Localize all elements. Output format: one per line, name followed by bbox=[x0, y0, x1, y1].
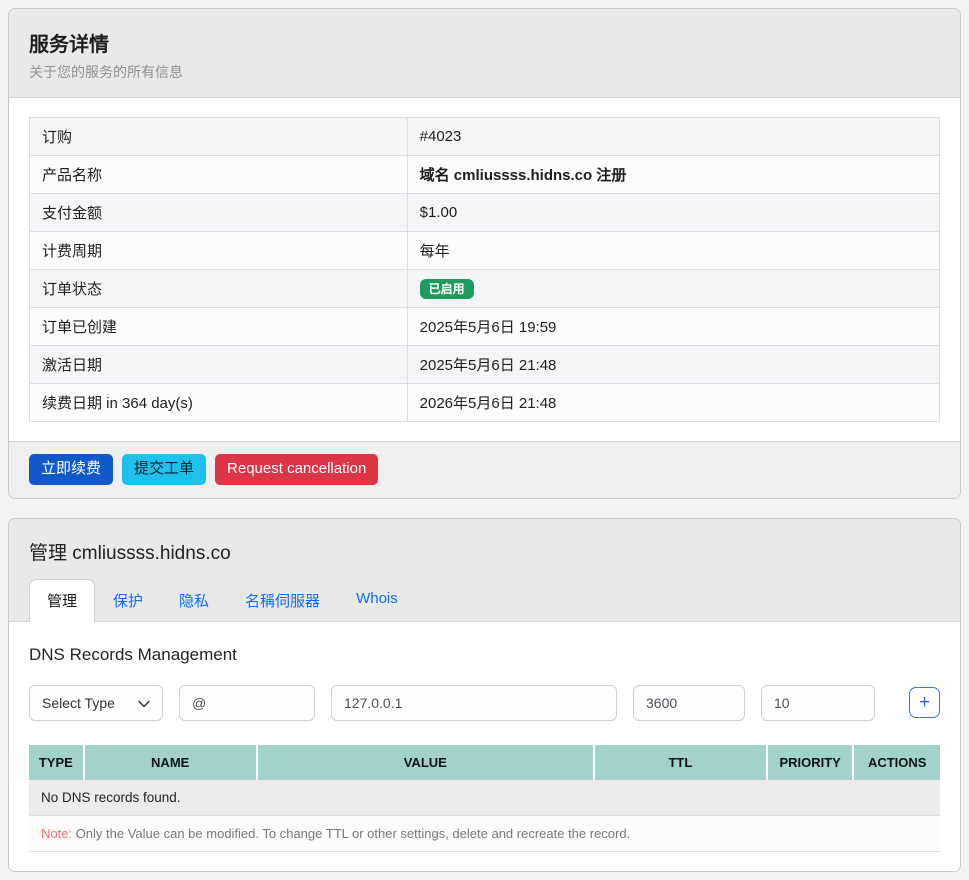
column-header-name: NAME bbox=[83, 744, 258, 780]
add-record-button[interactable]: + bbox=[909, 687, 940, 719]
dns-records-table: TYPE NAME VALUE TTL PRIORITY ACTIONS No … bbox=[29, 744, 940, 852]
note-text: Only the Value can be modified. To chang… bbox=[72, 825, 631, 841]
row-value: #4023 bbox=[406, 117, 941, 156]
table-row: 订购 #4023 bbox=[29, 117, 941, 156]
domain-management-header: 管理 cmliussss.hidns.co 管理 保护 隐私 名稱伺服器 Who… bbox=[9, 518, 960, 622]
row-value: 2025年5月6日 21:48 bbox=[406, 345, 941, 384]
row-value: 每年 bbox=[406, 231, 941, 270]
column-header-type: TYPE bbox=[29, 744, 85, 780]
record-value-input[interactable] bbox=[331, 684, 617, 721]
submit-ticket-button[interactable]: 提交工单 bbox=[122, 454, 207, 485]
row-value: 2026年5月6日 21:48 bbox=[406, 383, 941, 422]
record-name-input[interactable] bbox=[179, 684, 315, 721]
manage-domain-title: 管理 cmliussss.hidns.co bbox=[29, 542, 231, 564]
row-value: $1.00 bbox=[406, 193, 941, 232]
dns-record-form: Select Type + bbox=[29, 684, 940, 721]
column-header-actions: ACTIONS bbox=[853, 744, 940, 780]
table-row: 产品名称 域名 cmliussss.hidns.co 注册 bbox=[29, 155, 941, 194]
service-details-table: 订购 #4023 产品名称 域名 cmliussss.hidns.co 注册 支… bbox=[29, 117, 941, 422]
record-ttl-input[interactable] bbox=[633, 684, 745, 721]
row-label: 订购 bbox=[29, 117, 408, 156]
domain-management-card: 管理 cmliussss.hidns.co 管理 保护 隐私 名稱伺服器 Who… bbox=[8, 517, 961, 872]
table-row: 支付金额 $1.00 bbox=[29, 193, 941, 232]
dns-note: Note: Only the Value can be modified. To… bbox=[29, 815, 940, 852]
row-label: 订单已创建 bbox=[29, 307, 408, 346]
row-label: 订单状态 bbox=[29, 269, 408, 308]
row-label: 产品名称 bbox=[29, 155, 408, 194]
column-header-ttl: TTL bbox=[593, 744, 768, 780]
domain-tabs: 管理 保护 隐私 名稱伺服器 Whois bbox=[29, 578, 940, 622]
column-header-priority: PRIORITY bbox=[766, 744, 855, 780]
page-title: 服务详情 bbox=[29, 34, 109, 56]
tab-privacy[interactable]: 隐私 bbox=[179, 592, 210, 610]
dns-section-title: DNS Records Management bbox=[29, 644, 237, 664]
domain-management-body: DNS Records Management Select Type + TYP… bbox=[9, 621, 960, 871]
row-label: 支付金额 bbox=[29, 193, 408, 232]
note-label: Note: bbox=[41, 825, 73, 841]
status-badge: 已启用 bbox=[419, 278, 474, 299]
table-row: 计费周期 每年 bbox=[29, 231, 941, 270]
record-type-selected-value: Select Type bbox=[42, 694, 115, 711]
table-row: 订单状态 已启用 bbox=[29, 269, 941, 308]
table-row: 订单已创建 2025年5月6日 19:59 bbox=[29, 307, 941, 346]
chevron-down-icon bbox=[138, 695, 150, 711]
column-header-value: VALUE bbox=[256, 744, 595, 780]
service-actions-footer: 立即续费 提交工单 Request cancellation bbox=[9, 441, 960, 498]
service-details-card: 服务详情 关于您的服务的所有信息 订购 #4023 产品名称 域名 cmlius… bbox=[8, 8, 961, 499]
row-value: 域名 cmliussss.hidns.co 注册 bbox=[406, 155, 941, 194]
table-row: 激活日期 2025年5月6日 21:48 bbox=[29, 345, 941, 384]
tab-nameservers[interactable]: 名稱伺服器 bbox=[245, 592, 321, 610]
renew-now-button[interactable]: 立即续费 bbox=[29, 454, 114, 485]
tab-protection[interactable]: 保护 bbox=[113, 592, 144, 610]
tab-whois[interactable]: Whois bbox=[356, 589, 398, 607]
no-records-message: No DNS records found. bbox=[29, 779, 940, 816]
table-row: 续费日期 in 364 day(s) 2026年5月6日 21:48 bbox=[29, 383, 941, 422]
page-subtitle: 关于您的服务的所有信息 bbox=[29, 64, 183, 80]
request-cancellation-button[interactable]: Request cancellation bbox=[215, 454, 379, 485]
row-value: 2025年5月6日 19:59 bbox=[406, 307, 941, 346]
row-label: 激活日期 bbox=[29, 345, 408, 384]
dns-note-row: Note: Only the Value can be modified. To… bbox=[29, 815, 940, 852]
tab-manage[interactable]: 管理 bbox=[29, 578, 96, 622]
service-details-body: 订购 #4023 产品名称 域名 cmliussss.hidns.co 注册 支… bbox=[9, 98, 960, 441]
dns-empty-row: No DNS records found. bbox=[29, 779, 940, 816]
record-type-select[interactable]: Select Type bbox=[29, 684, 163, 721]
row-label: 续费日期 in 364 day(s) bbox=[29, 383, 408, 422]
dns-table-header-row: TYPE NAME VALUE TTL PRIORITY ACTIONS bbox=[29, 744, 940, 780]
service-details-header: 服务详情 关于您的服务的所有信息 bbox=[9, 9, 960, 98]
row-value: 已启用 bbox=[406, 269, 941, 308]
record-priority-input[interactable] bbox=[761, 684, 875, 721]
row-label: 计费周期 bbox=[29, 231, 408, 270]
